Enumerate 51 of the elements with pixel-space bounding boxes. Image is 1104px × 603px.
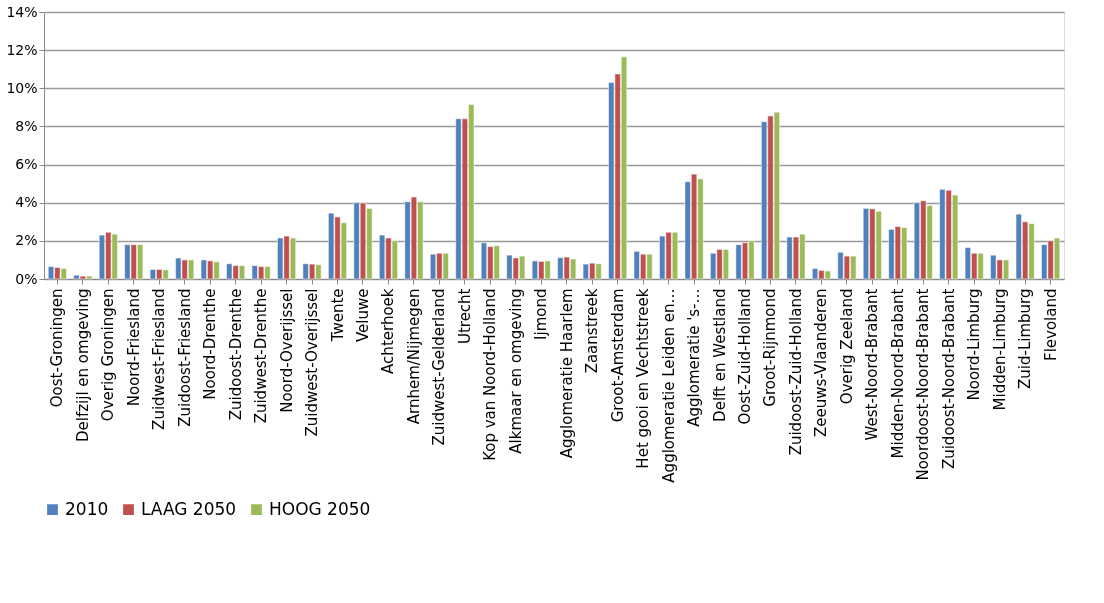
x-tick-label: Groot-Rijnmond: [761, 288, 780, 407]
x-tick-label: Agglomeratie 's-…: [685, 288, 704, 427]
x-tick-label: Zuidoost-Zuid-Holland: [786, 288, 805, 456]
x-tick-label: Zuidwest-Friesland: [150, 288, 169, 430]
x-tick-label: Utrecht: [455, 288, 474, 345]
x-tick-label: Midden-Noord-Brabant: [888, 288, 907, 459]
x-tick-label: Kop van Noord-Holland: [481, 288, 500, 461]
x-tick-label: Overig Groningen: [99, 288, 118, 422]
y-tick-label: 10%: [6, 79, 38, 96]
x-tick-label: Delfzijl en omgeving: [73, 288, 92, 442]
x-tick-label: Zuidoost-Noord-Brabant: [939, 288, 958, 470]
y-tick-label: 14%: [6, 3, 38, 20]
x-tick-label: Zuid-Limburg: [1016, 288, 1035, 389]
y-tick-label: 8%: [15, 117, 38, 134]
y-tick-label: 2%: [15, 232, 38, 249]
x-tick-label: Zuidoost-Friesland: [175, 288, 194, 427]
legend-label: HOOG 2050: [269, 498, 371, 519]
y-tick-label: 4%: [15, 194, 38, 211]
x-tick-label: Noord-Limburg: [965, 288, 984, 401]
x-tick-label: Ijmond: [532, 288, 551, 340]
x-tick-label: Oost-Zuid-Holland: [736, 288, 755, 425]
x-tick-label: Agglomeratie Leiden en…: [659, 288, 678, 483]
x-tick-label: Noordoost-Noord-Brabant: [914, 288, 933, 481]
x-tick-label: Alkmaar en omgeving: [506, 288, 525, 454]
x-tick-label: West-Noord-Brabant: [863, 288, 882, 441]
y-tick-label: 0%: [15, 270, 38, 287]
x-tick-label: Twente: [328, 288, 347, 343]
x-tick-label: Veluwe: [353, 288, 372, 342]
x-tick-label: Zuidwest-Gelderland: [430, 288, 449, 446]
x-tick-label: Noord-Friesland: [124, 288, 143, 407]
x-tick-label: Het gooi en Vechtstreek: [634, 288, 653, 469]
x-tick-label: Flevoland: [1041, 288, 1060, 361]
x-tick-label: Oost-Groningen: [48, 288, 67, 408]
x-tick-label: Arnhem/Nijmegen: [404, 288, 423, 425]
x-tick-label: Zaanstreek: [583, 288, 602, 374]
x-tick-label: Zeeuws-Vlaanderen: [812, 288, 831, 437]
x-tick-label: Agglomeratie Haarlem: [557, 288, 576, 459]
x-tick-label: Midden-Limburg: [990, 288, 1009, 411]
x-tick-label: Zuidwest-Drenthe: [252, 288, 271, 424]
x-tick-label: Groot-Amsterdam: [608, 288, 627, 423]
x-tick-label: Zuidwest-Overijssel: [303, 288, 322, 437]
legend-label: 2010: [65, 498, 109, 519]
x-tick-label: Zuidoost-Drenthe: [226, 288, 245, 421]
y-tick-label: 6%: [15, 156, 38, 173]
y-tick-label: 12%: [6, 41, 38, 58]
x-tick-label: Achterhoek: [379, 288, 398, 374]
x-tick-label: Overig Zeeland: [837, 288, 856, 405]
x-tick-label: Noord-Overijssel: [277, 288, 296, 413]
x-tick-label: Delft en Westland: [710, 288, 729, 422]
legend-label: LAAG 2050: [141, 498, 237, 519]
x-tick-label: Noord-Drenthe: [201, 288, 220, 400]
